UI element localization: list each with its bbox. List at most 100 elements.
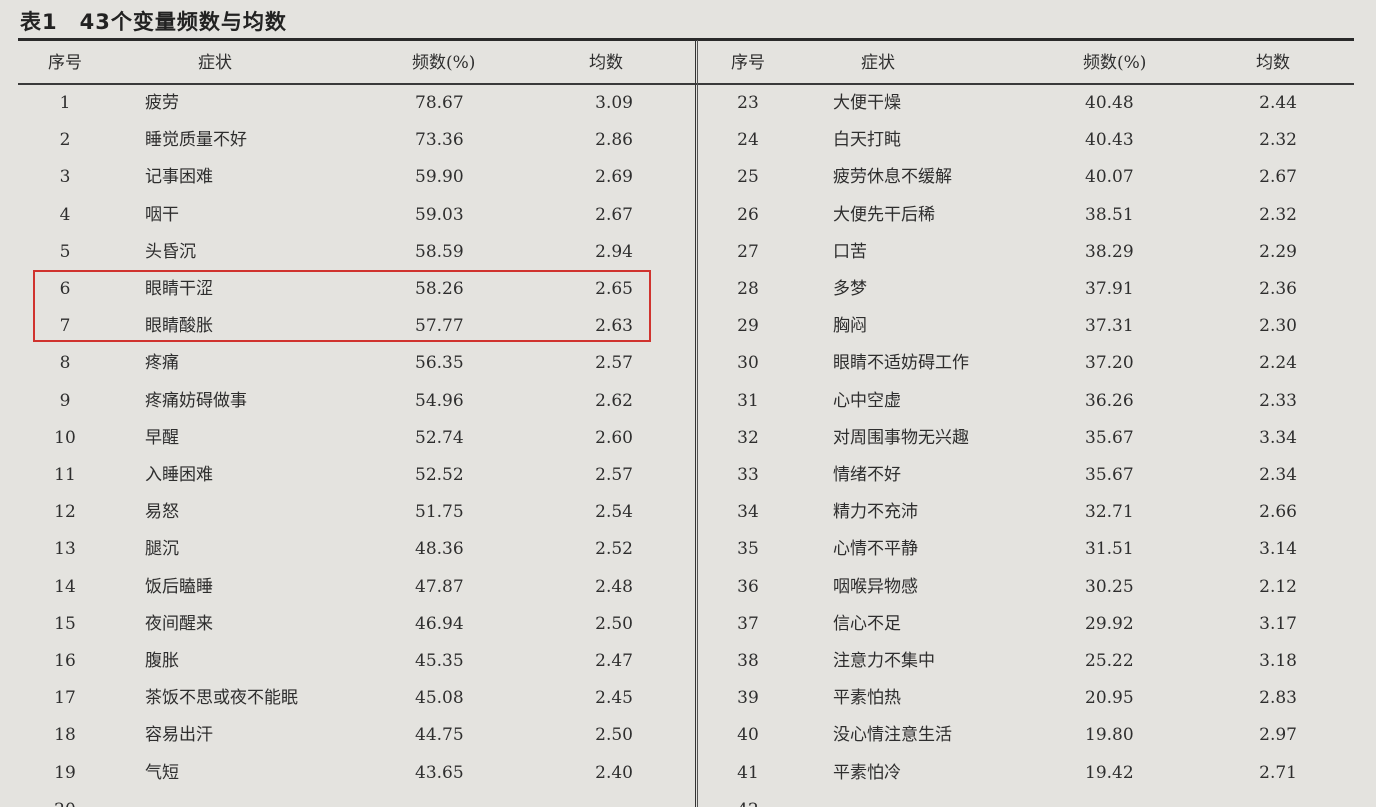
row-frequency: 54.96: [415, 390, 464, 411]
row-mean: 3.09: [595, 93, 633, 113]
row-frequency: 57.77: [415, 316, 464, 337]
row-mean: 2.57: [595, 465, 633, 485]
row-symptom: 疼痛妨碍做事: [145, 390, 247, 411]
row-symptom: 头昏沉: [145, 241, 196, 262]
row-frequency: 78.67: [415, 93, 464, 113]
row-mean: 2.86: [595, 130, 633, 151]
row-frequency: 45.08: [415, 688, 464, 709]
row-frequency: 59.90: [415, 167, 464, 188]
row-frequency: 35.67: [1085, 427, 1134, 448]
row-frequency: 45.35: [415, 651, 464, 671]
row-frequency: 19.80: [1085, 725, 1134, 746]
row-mean: 2.36: [1259, 279, 1297, 299]
row-symptom: 平素怕冷: [833, 762, 901, 783]
row-index: 27: [737, 241, 759, 262]
row-mean: 2.65: [595, 279, 633, 299]
row-index: 12: [54, 502, 76, 523]
header-rule: [18, 83, 1354, 85]
row-frequency: 46.94: [415, 613, 464, 634]
row-index: 31: [737, 390, 759, 411]
row-frequency: 58.26: [415, 279, 464, 299]
row-mean: 2.60: [595, 427, 633, 448]
row-index: 41: [737, 762, 759, 783]
row-frequency: 29.92: [1085, 613, 1134, 634]
row-frequency: 35.67: [1085, 465, 1134, 485]
row-symptom: 茶饭不思或夜不能眠: [145, 688, 298, 709]
row-mean: 2.63: [595, 316, 633, 337]
row-symptom: 情绪不好: [833, 465, 901, 485]
row-frequency: 40.43: [1085, 130, 1134, 151]
row-mean: 2.40: [595, 762, 633, 783]
row-mean: 2.50: [595, 725, 633, 746]
row-mean: 2.94: [595, 241, 633, 262]
header-frequency-left: 频数(%): [412, 53, 476, 73]
row-mean: 2.32: [1259, 130, 1297, 151]
row-symptom: 眼睛不适妨碍工作: [833, 353, 969, 374]
row-symptom: 记事困难: [145, 167, 213, 188]
row-frequency: 48.36: [415, 539, 464, 560]
row-mean: 2.34: [1259, 465, 1297, 485]
row-symptom: 腿沉: [145, 539, 179, 560]
row-symptom: 信心不足: [833, 613, 901, 634]
row-frequency: 19.42: [1085, 762, 1134, 783]
row-symptom: 白天打盹: [833, 130, 901, 151]
row-frequency: 37.20: [1085, 353, 1134, 374]
row-frequency: 59.03: [415, 204, 464, 225]
header-mean-left: 均数: [589, 53, 623, 73]
row-index: 29: [737, 316, 759, 337]
row-index: 14: [54, 576, 76, 597]
row-mean: 3.18: [1259, 651, 1297, 671]
row-mean: 2.30: [1259, 316, 1297, 337]
row-symptom: 大便干燥: [833, 93, 901, 113]
header-symptom-left: 症状: [198, 53, 232, 73]
top-rule: [18, 38, 1354, 41]
row-mean: 3.34: [1259, 427, 1297, 448]
row-frequency: 25.22: [1085, 651, 1134, 671]
row-index: 38: [737, 651, 759, 671]
row-symptom: 口苦: [833, 241, 867, 262]
row-symptom: 易怒: [145, 502, 179, 523]
row-mean: 2.47: [595, 651, 633, 671]
row-frequency: 73.36: [415, 130, 464, 151]
row-index: 42: [737, 800, 759, 807]
row-mean: 3.17: [1259, 613, 1297, 634]
row-frequency: 52.52: [415, 465, 464, 485]
row-index: 17: [54, 688, 76, 709]
row-symptom: 疼痛: [145, 353, 179, 374]
row-symptom: 平素怕热: [833, 688, 901, 709]
table-title: 表1 43个变量频数与均数: [20, 10, 287, 34]
row-symptom: 心情不平静: [833, 539, 918, 560]
row-index: 8: [59, 353, 71, 374]
row-mean: 2.12: [1259, 576, 1297, 597]
row-frequency: 32.71: [1085, 502, 1134, 523]
row-index: 10: [54, 427, 76, 448]
row-index: 13: [54, 539, 76, 560]
row-symptom: 疲劳: [145, 93, 179, 113]
row-index: 35: [737, 539, 759, 560]
row-mean: 2.48: [595, 576, 633, 597]
row-symptom: 睡觉质量不好: [145, 130, 247, 151]
header-mean-right: 均数: [1256, 53, 1290, 73]
row-index: 18: [54, 725, 76, 746]
row-index: 2: [59, 130, 71, 151]
header-index-right: 序号: [731, 53, 765, 73]
row-frequency: 40.48: [1085, 93, 1134, 113]
row-mean: 2.71: [1259, 762, 1297, 783]
row-index: 30: [737, 353, 759, 374]
row-mean: 2.67: [595, 204, 633, 225]
row-index: 1: [59, 93, 71, 113]
row-frequency: 30.25: [1085, 576, 1134, 597]
row-index: 25: [737, 167, 759, 188]
row-symptom: 大便先干后稀: [833, 204, 935, 225]
row-symptom: 没心情注意生活: [833, 725, 952, 746]
row-index: 37: [737, 613, 759, 634]
row-symptom: 夜间醒来: [145, 613, 213, 634]
row-index: 28: [737, 279, 759, 299]
row-frequency: 52.74: [415, 427, 464, 448]
header-index-left: 序号: [48, 53, 82, 73]
row-index: 24: [737, 130, 759, 151]
row-symptom: 多梦: [833, 279, 867, 299]
row-index: 40: [737, 725, 759, 746]
row-mean: 2.44: [1259, 93, 1297, 113]
